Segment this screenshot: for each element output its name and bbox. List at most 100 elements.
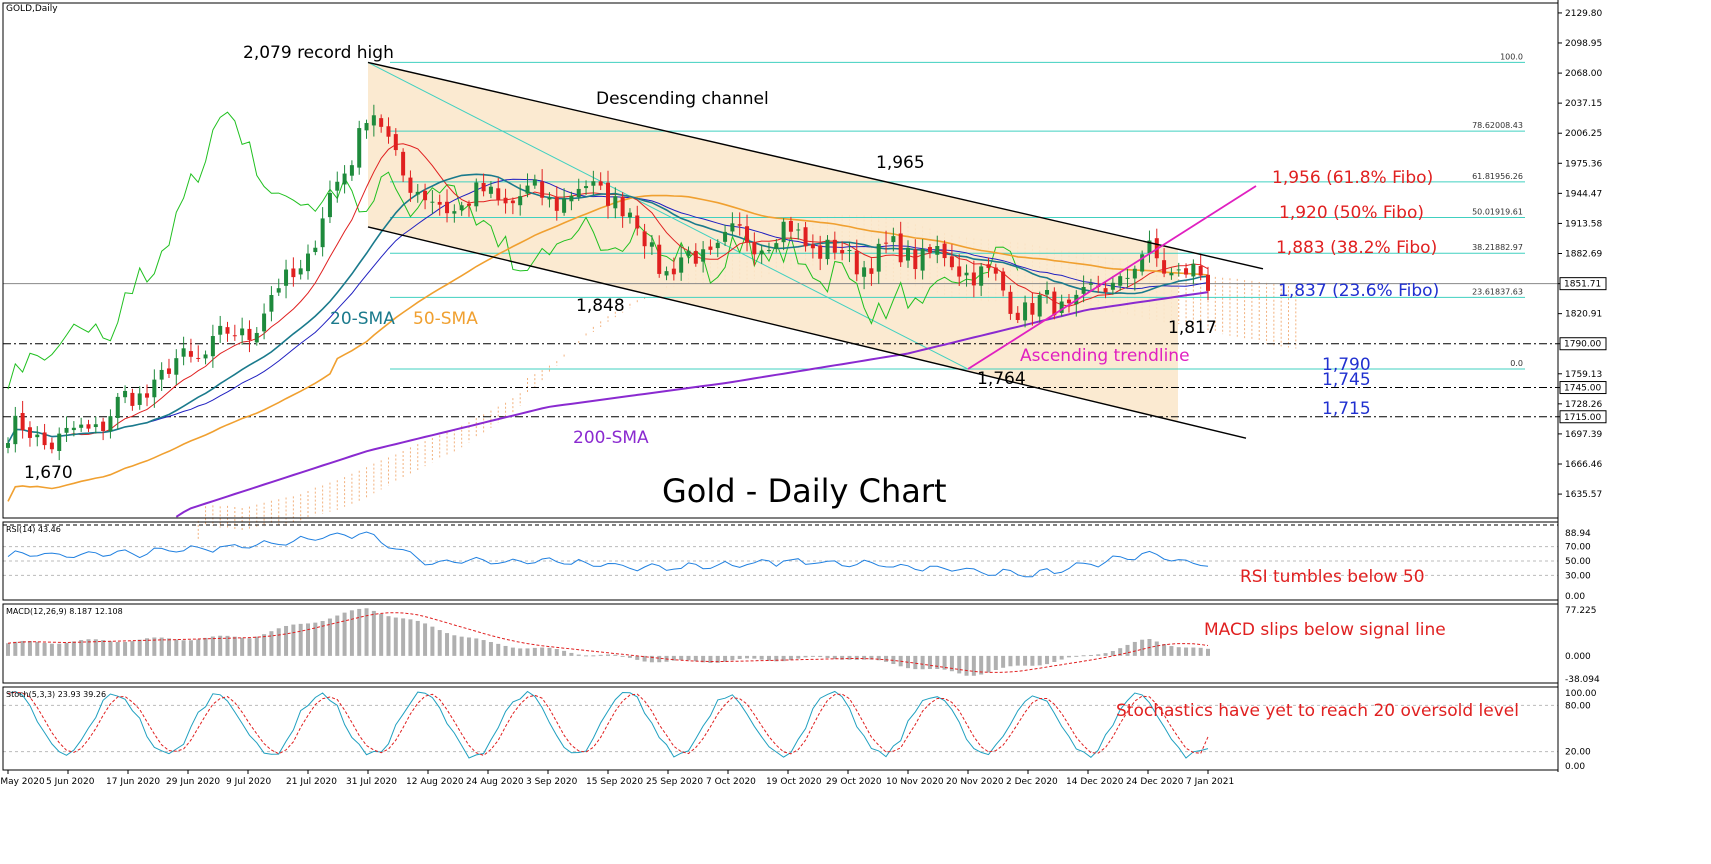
macd-bar <box>145 638 150 656</box>
date-tick-label: 9 Jul 2020 <box>226 777 271 787</box>
candle-body <box>130 392 135 406</box>
candle-body <box>913 249 918 270</box>
macd-bar <box>6 643 10 656</box>
candle-body <box>393 134 398 151</box>
candle-body <box>27 427 32 438</box>
rsi-tick-label: 88.94 <box>1565 529 1591 539</box>
candle-body <box>752 241 757 255</box>
candle-body <box>862 267 867 277</box>
candle-body <box>1206 274 1210 291</box>
channel-lower-line <box>367 226 1247 439</box>
candle-body <box>606 182 610 206</box>
macd-bar <box>232 636 237 656</box>
candle-body <box>145 393 150 398</box>
macd-bar <box>913 655 918 670</box>
macd-bar <box>415 620 420 656</box>
level-label-4: 1,790 <box>1322 355 1371 375</box>
price-tick-label: 1666.46 <box>1565 460 1602 470</box>
level-label-2: 1,883 (38.2% Fibo) <box>1276 238 1437 258</box>
macd-bar <box>203 637 208 656</box>
candle-body <box>1162 260 1167 274</box>
indicator-panels <box>3 524 1558 759</box>
macd-bar <box>532 647 537 656</box>
date-tick-label: 29 Jun 2020 <box>166 777 220 787</box>
candle-body <box>832 239 837 253</box>
macd-bar <box>635 655 640 660</box>
date-tick-label: 24 Aug 2020 <box>466 777 524 787</box>
candle-body <box>247 328 252 340</box>
macd-bar <box>1103 653 1108 656</box>
fibonacci-retracement: 100.0 78.62008.43 61.81956.26 50.01919.61 38… <box>367 52 1525 370</box>
descending-channel <box>368 62 1178 422</box>
macd-bar <box>386 616 391 656</box>
macd-bar <box>320 621 325 656</box>
candle-body <box>979 266 984 286</box>
rsi-tick-label: 0.00 <box>1565 592 1585 602</box>
candle-body <box>1037 295 1042 317</box>
macd-bar <box>927 655 932 670</box>
macd-bar <box>379 613 384 656</box>
macd-bar <box>576 654 581 656</box>
candle-body <box>79 424 84 428</box>
fibo-label-0: 100.0 <box>1500 52 1523 61</box>
low-1848-label: 1,848 <box>576 296 625 316</box>
channel-fill <box>368 62 1178 422</box>
candle-body <box>891 236 896 243</box>
candle-body <box>108 416 113 432</box>
macd-bar <box>540 647 545 656</box>
macd-bar <box>957 655 962 674</box>
price-tick-label: 1882.69 <box>1565 250 1602 260</box>
candle-body <box>1066 299 1071 304</box>
macd-bar <box>862 655 867 660</box>
price-tick-label: 1820.91 <box>1565 310 1602 320</box>
macd-bar <box>42 642 47 656</box>
macd-bar <box>993 655 998 671</box>
macd-tick-label: 0.000 <box>1565 652 1591 662</box>
macd-bar <box>393 617 398 656</box>
candle-body <box>649 242 654 247</box>
candle-body <box>796 229 801 231</box>
macd-bar <box>1081 655 1086 657</box>
candle-body <box>1132 268 1137 279</box>
candle-body <box>686 250 691 256</box>
date-tick-label: 26 May 2020 <box>0 777 45 787</box>
macd-bar <box>730 655 735 661</box>
macd-bar <box>818 655 823 658</box>
price-tick-label: 1635.57 <box>1565 490 1602 500</box>
date-tick-label: 10 Nov 2020 <box>886 777 944 787</box>
date-tick-label: 5 Jun 2020 <box>46 777 95 787</box>
candle-body <box>203 354 208 359</box>
candle-body <box>437 201 442 205</box>
fibo-diagonal <box>367 61 969 370</box>
candle-body <box>313 247 318 253</box>
candle-body <box>671 268 676 275</box>
candle-body <box>547 197 552 200</box>
date-tick-label: 7 Jan 2021 <box>1186 777 1234 787</box>
panel-frame-3 <box>2 686 1559 771</box>
level-label-5: 1,745 <box>1322 370 1371 390</box>
macd-bar <box>569 652 574 656</box>
candle-body <box>1125 277 1130 279</box>
macd-bar <box>869 655 874 660</box>
macd-bar <box>306 623 310 656</box>
level-label-3: 1,837 (23.6% Fibo) <box>1278 281 1439 301</box>
macd-bar <box>679 655 684 660</box>
macd-bar <box>584 655 589 657</box>
macd-bar <box>49 643 54 656</box>
candle-body <box>240 328 245 336</box>
macd-bar <box>262 634 267 656</box>
macd-bar <box>291 624 296 656</box>
macd-bar <box>313 622 318 656</box>
candle-body <box>657 244 662 274</box>
boxed-level-label-3: 1715.00 <box>1564 413 1601 423</box>
macd-bar <box>166 638 171 656</box>
macd-bar <box>481 640 486 656</box>
candle-body <box>679 257 684 273</box>
macd-bar <box>79 640 84 656</box>
candle-body <box>1118 276 1123 286</box>
candle-body <box>723 231 728 242</box>
macd-bar <box>920 655 925 670</box>
boxed-level-0 <box>1559 277 1607 291</box>
candle-body <box>218 325 223 335</box>
candle-body <box>942 243 947 259</box>
